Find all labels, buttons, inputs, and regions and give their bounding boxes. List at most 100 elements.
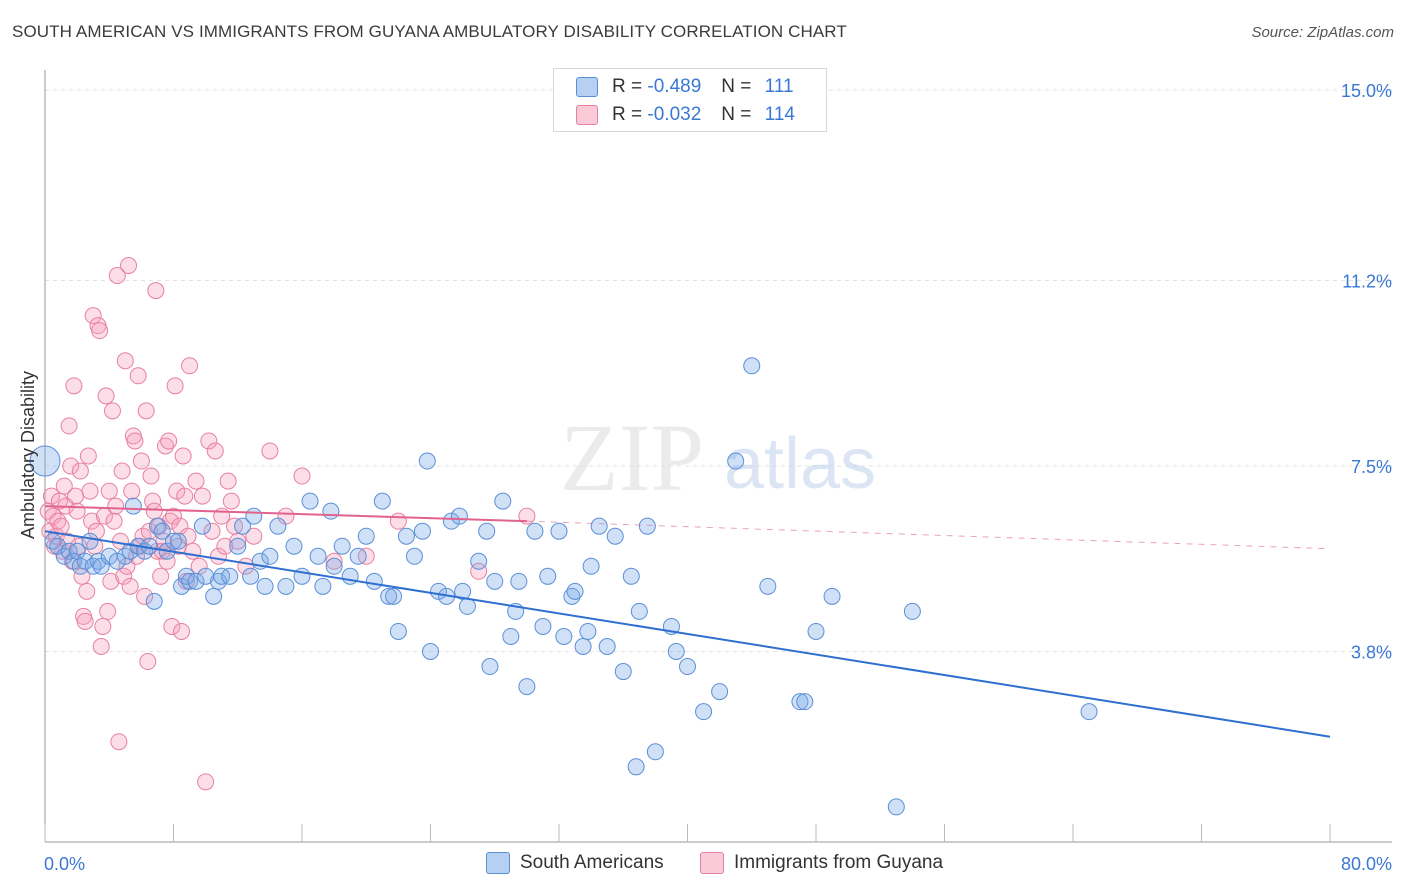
series-legend-label: Immigrants from Guyana	[734, 852, 944, 873]
data-point-south-american	[494, 492, 512, 510]
data-point-south-american	[454, 582, 472, 600]
data-point-guyana	[158, 552, 176, 570]
watermark: ZIP atlas	[560, 404, 876, 511]
legend-r-value: -0.489	[647, 76, 702, 97]
data-point-guyana	[81, 482, 99, 500]
data-point-south-american	[646, 743, 664, 761]
data-point-south-american	[486, 572, 504, 590]
data-point-south-american	[153, 522, 171, 540]
data-point-south-american	[309, 547, 327, 565]
data-point-guyana	[49, 512, 67, 530]
data-point-south-american	[807, 622, 825, 640]
data-point-guyana	[92, 637, 110, 655]
data-point-guyana	[67, 487, 85, 505]
data-point-south-american	[539, 567, 557, 585]
data-point-guyana	[62, 457, 80, 475]
data-point-south-american	[116, 547, 134, 565]
data-point-guyana	[100, 482, 118, 500]
data-point-guyana	[132, 452, 150, 470]
series-legend-item-immigrants-from-guyana: Immigrants from Guyana	[700, 852, 943, 874]
data-point-guyana	[219, 472, 237, 490]
data-point-guyana	[115, 567, 133, 585]
trend-line-guyana	[44, 505, 527, 523]
data-point-guyana	[206, 442, 224, 460]
data-point-guyana	[147, 282, 165, 300]
data-point-south-american	[679, 658, 696, 676]
data-point-south-american	[229, 537, 247, 555]
data-point-south-american	[165, 532, 182, 550]
data-point-guyana	[129, 367, 147, 385]
data-point-south-american	[566, 582, 584, 600]
data-point-south-american	[261, 547, 279, 565]
legend-n-label: N =	[721, 104, 752, 125]
data-point-guyana	[222, 492, 240, 510]
data-point-guyana	[181, 357, 199, 375]
x-tick-label: 80.0%	[1341, 854, 1392, 874]
data-point-south-american	[322, 502, 340, 520]
grid-lines	[45, 89, 1392, 653]
data-point-guyana	[165, 507, 182, 525]
data-point-guyana	[137, 402, 155, 420]
data-point-south-american	[502, 627, 520, 645]
data-point-south-american	[695, 703, 713, 721]
data-point-south-american	[169, 532, 187, 550]
data-point-south-american	[333, 537, 351, 555]
data-point-south-american	[277, 577, 295, 595]
data-point-guyana	[79, 447, 97, 465]
data-point-guyana	[84, 307, 102, 325]
data-point-south-american	[791, 693, 809, 711]
data-point-guyana	[126, 432, 144, 450]
data-point-guyana	[261, 442, 279, 460]
data-point-south-american	[630, 602, 648, 620]
data-point-guyana	[142, 467, 160, 485]
legend-swatch-pink	[576, 105, 598, 125]
data-point-south-american	[627, 758, 645, 776]
data-point-south-american	[450, 507, 468, 525]
data-point-south-american	[193, 517, 211, 535]
data-point-guyana	[160, 432, 178, 450]
legend-row-immigrants-from-guyana: R = -0.032 N = 114	[554, 101, 795, 129]
data-point-guyana	[94, 617, 112, 635]
data-point-south-american	[470, 552, 488, 570]
data-point-south-american	[481, 658, 499, 676]
data-point-guyana	[229, 532, 247, 550]
data-point-guyana	[173, 622, 191, 640]
data-point-guyana	[166, 377, 184, 395]
data-point-south-american	[579, 622, 597, 640]
data-point-south-american	[598, 637, 616, 655]
y-tick-label: 11.2%	[1342, 272, 1392, 292]
data-point-south-american	[269, 517, 287, 535]
legend-swatch-blue	[576, 77, 598, 97]
data-point-south-american	[442, 512, 460, 530]
data-point-guyana	[55, 477, 73, 495]
data-point-guyana	[245, 527, 263, 545]
data-point-guyana	[136, 587, 154, 605]
data-point-guyana	[187, 472, 205, 490]
data-point-guyana	[293, 467, 311, 485]
data-point-south-american	[1080, 703, 1098, 721]
data-point-guyana	[139, 653, 157, 671]
data-point-south-american	[622, 567, 640, 585]
data-point-guyana	[389, 512, 407, 530]
data-point-south-american	[397, 527, 415, 545]
data-point-south-american	[405, 547, 423, 565]
data-point-south-american	[221, 567, 239, 585]
data-point-guyana	[83, 512, 101, 530]
data-point-south-american	[590, 517, 608, 535]
data-point-guyana	[197, 773, 215, 791]
y-tick-label: 3.8%	[1351, 643, 1392, 663]
source-label: Source: ZipAtlas.com	[1251, 24, 1394, 41]
y-tick-label: 7.5%	[1351, 457, 1392, 477]
data-point-south-american	[89, 552, 107, 570]
data-point-south-american	[422, 643, 439, 661]
y-axis-label: Ambulatory Disability	[18, 371, 38, 539]
legend-n-label: N =	[721, 76, 752, 97]
data-point-south-american	[245, 507, 263, 525]
data-point-guyana	[68, 502, 86, 520]
data-point-south-american	[526, 522, 544, 540]
data-point-guyana	[120, 257, 138, 275]
data-point-guyana	[200, 432, 218, 450]
data-point-south-american	[563, 587, 581, 605]
data-point-south-american	[518, 678, 536, 696]
data-point-south-american	[49, 537, 67, 555]
